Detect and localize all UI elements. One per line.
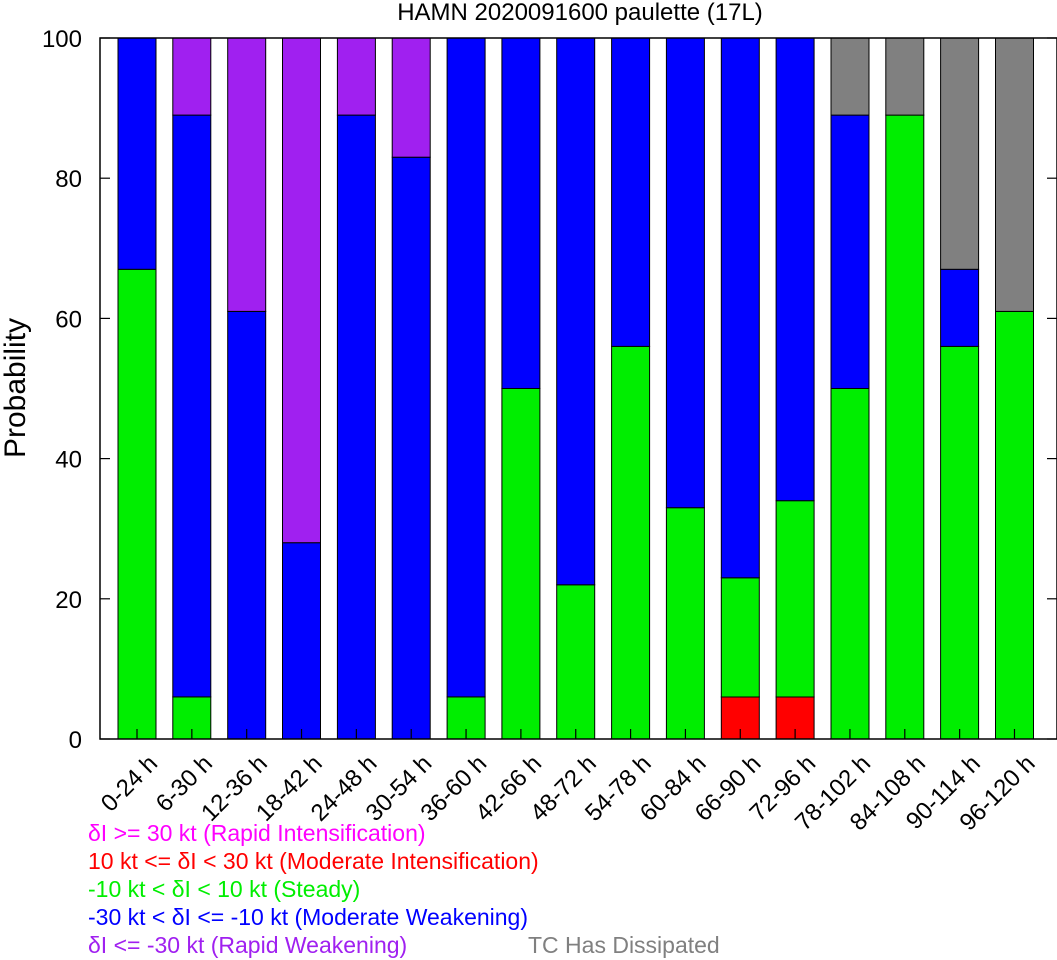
bar-segment-3-5 [391,156,431,740]
bar-segment-2-10 [665,507,705,740]
bar-segment-2-0 [117,268,157,740]
bar-segment-3-7 [501,37,541,389]
bar-segment-3-6 [446,37,486,698]
x-tick-label: 0-24 h [96,750,163,817]
y-axis-label: Probability [0,318,32,458]
bar-segment-2-11 [720,577,760,698]
bars-layer [117,37,1034,740]
legend-moderate-intensification: 10 kt <= δI < 30 kt (Moderate Intensific… [88,848,539,874]
bar-segment-3-8 [556,37,596,586]
bar-segment-2-9 [611,345,651,740]
bar-segment-2-8 [556,584,596,740]
bar-segment-4-1 [172,37,212,116]
bar-segment-2-14 [885,114,925,740]
legend-dissipated: TC Has Dissipated [528,932,720,958]
y-tick-label: 20 [55,587,82,614]
bar-segment-5-15 [940,37,980,270]
bar-segment-2-13 [830,388,870,740]
legend-rapid-intensification: δI >= 30 kt (Rapid Intensification) [88,820,426,846]
bar-segment-3-2 [227,310,267,740]
bar-segment-4-3 [282,37,321,544]
legend-steady: -10 kt < δI < 10 kt (Steady) [88,876,361,902]
bar-segment-3-9 [611,37,651,347]
chart-title: HAMN 2020091600 paulette (17L) [397,0,763,26]
bar-segment-3-12 [775,37,815,502]
bar-segment-3-0 [117,37,157,270]
bar-segment-2-7 [501,388,541,740]
y-tick-label: 80 [55,166,82,193]
bar-segment-3-1 [172,114,212,698]
bar-segment-4-5 [391,37,431,158]
bar-segment-2-15 [940,345,980,740]
bar-segment-5-16 [995,37,1034,312]
bar-segment-3-11 [720,37,760,579]
bar-segment-5-13 [830,37,870,116]
bar-segment-3-10 [665,37,705,509]
plot-frame [99,37,1057,740]
y-tick-label: 60 [55,306,82,333]
y-axis: 0 20 40 60 80 100 [42,26,1057,754]
y-tick-label: 0 [69,727,82,754]
bar-segment-3-3 [282,542,321,740]
bar-segment-4-2 [227,37,267,312]
legend-moderate-weakening: -30 kt < δI <= -10 kt (Moderate Weakenin… [88,904,529,930]
bar-segment-3-13 [830,114,870,389]
bar-segment-2-16 [995,310,1034,740]
legend-rapid-weakening: δI <= -30 kt (Rapid Weakening) [88,932,408,958]
bar-segment-3-15 [940,268,980,347]
bar-segment-4-4 [336,37,376,116]
bar-segment-2-12 [775,500,815,698]
bar-segment-3-4 [336,114,376,740]
y-tick-label: 100 [42,26,82,53]
bar-segment-5-14 [885,37,925,116]
y-tick-label: 40 [55,447,82,474]
